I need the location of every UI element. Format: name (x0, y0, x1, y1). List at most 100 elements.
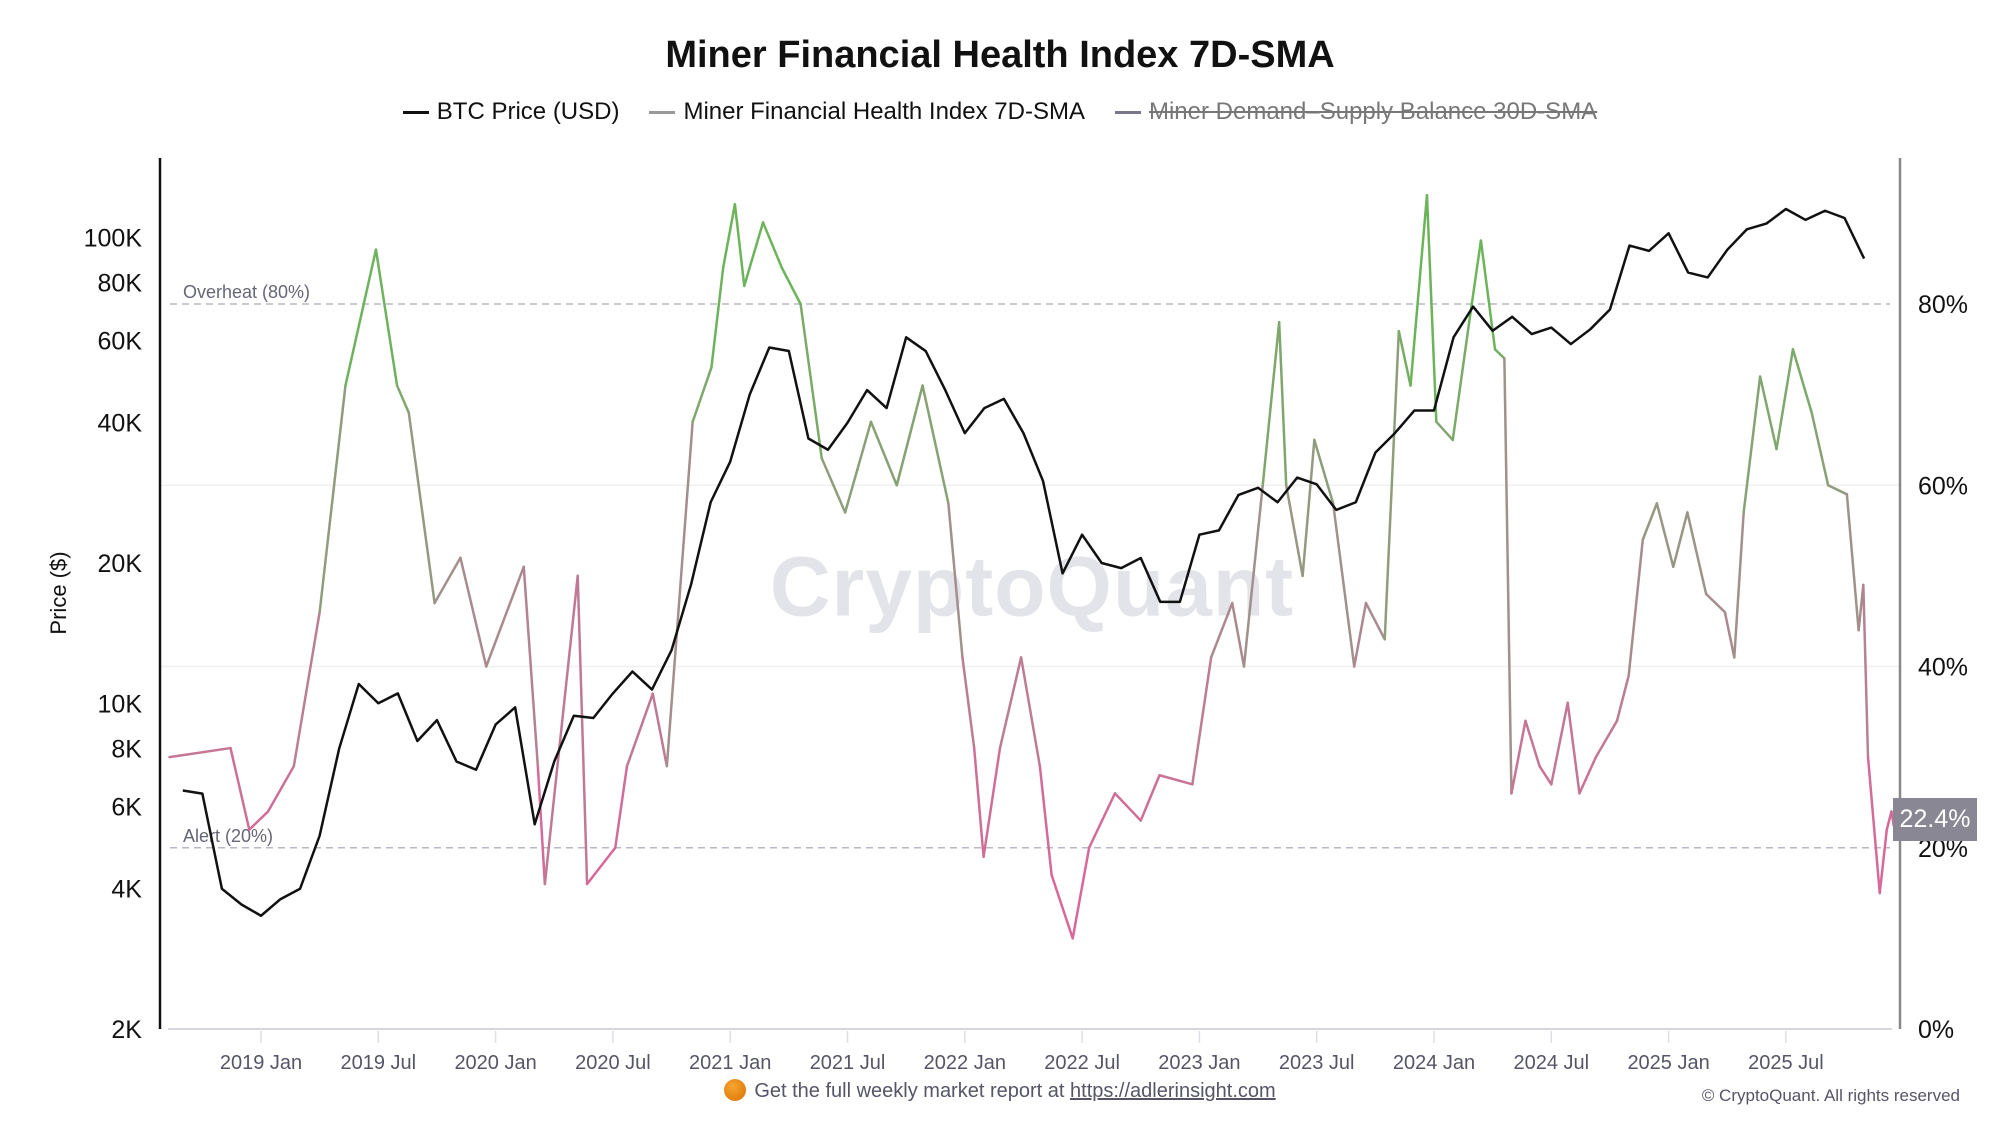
mfhi-segment (843, 420, 873, 514)
x-tick-label: 2022 Jul (1044, 1052, 1120, 1074)
footer-link[interactable]: https://adlerinsight.com (1070, 1080, 1276, 1102)
btc-price-line (182, 207, 1866, 917)
mfhi-segment (921, 384, 950, 505)
mfhi-segment (1862, 583, 1870, 759)
mfhi-segment (1845, 493, 1860, 632)
mfhi-segment (248, 810, 270, 831)
btc-series (182, 207, 1866, 917)
x-tick-label: 2019 Jul (340, 1052, 416, 1074)
x-tick-label: 2025 Jul (1748, 1052, 1824, 1074)
mfhi-segment (1866, 755, 1881, 895)
mfhi-segment (1479, 239, 1497, 351)
mfhi-segment (1038, 764, 1053, 877)
y-left-tick-label: 10K (98, 690, 143, 718)
legend-item-mfhi[interactable]: Miner Financial Health Index 7D-SMA (649, 98, 1085, 126)
mfhi-segment (576, 574, 589, 886)
mfhi-segment (1775, 348, 1795, 451)
footer-text: Get the full weekly market report at (754, 1080, 1065, 1102)
chart-title: Miner Financial Health Index 7D-SMA (665, 34, 1335, 76)
x-tick-label: 2024 Jul (1513, 1052, 1589, 1074)
y-left-tick-label: 80K (98, 269, 143, 297)
mfhi-segment (982, 746, 1002, 859)
mfhi-segment (395, 384, 411, 414)
mfhi-segment (1655, 502, 1675, 569)
mfhi-segment (318, 384, 347, 614)
mfhi-segment (585, 846, 617, 886)
mfhi-segment (1425, 194, 1438, 424)
mfhi-segment (691, 366, 713, 424)
mfhi-segment (651, 692, 669, 768)
x-tick-label: 2020 Jan (454, 1052, 536, 1074)
mfhi-segment (1885, 810, 1893, 831)
mfhi-series (168, 194, 1896, 940)
mfhi-segment (1493, 348, 1506, 360)
x-tick-label: 2021 Jan (689, 1052, 771, 1074)
mfhi-segment (1050, 873, 1074, 940)
mfhi-segment (266, 764, 296, 813)
y-left-tick-label: 2K (111, 1016, 142, 1044)
mfhi-segment (1261, 320, 1281, 487)
legend-item-demand-supply[interactable]: Miner Demand–Supply Balance 30D-SMA (1114, 98, 1597, 126)
mfhi-segment (799, 302, 823, 460)
mfhi-segment (407, 411, 436, 605)
y-right-tick-label: 60% (1918, 472, 1968, 500)
mfhi-segment (1503, 357, 1513, 795)
mfhi-segment (721, 203, 737, 269)
mfhi-segment (374, 248, 399, 387)
mfhi-segment (1723, 610, 1736, 659)
x-tick-label: 2020 Jul (575, 1052, 651, 1074)
x-tick-label: 2023 Jan (1158, 1052, 1240, 1074)
mfhi-segment (543, 574, 579, 886)
x-tick-label: 2021 Jul (810, 1052, 886, 1074)
mfhi-segment (1594, 719, 1619, 759)
y-left-tick-label: 4K (111, 876, 142, 904)
mfhi-segment (1810, 411, 1830, 487)
x-tick-label: 2024 Jan (1393, 1052, 1475, 1074)
x-tick-label: 2022 Jan (924, 1052, 1006, 1074)
x-tick-label: 2019 Jan (220, 1052, 302, 1074)
mfhi-segment (625, 692, 655, 768)
mfhi-segment (292, 610, 321, 768)
y-left-tick-label: 20K (98, 550, 143, 578)
mfhi-segment (998, 656, 1023, 750)
mfhi-segment (1397, 329, 1412, 387)
mfhi-segment (743, 221, 765, 288)
copyright: © CryptoQuant. All rights reserved (1701, 1086, 1960, 1105)
mfhi-segment (536, 764, 547, 886)
mfhi-segment (1550, 701, 1569, 786)
mfhi-segment (733, 203, 746, 288)
y-left-tick-label: 6K (111, 794, 142, 822)
mfhi-segment (1627, 538, 1645, 677)
y-right-tick-label: 80% (1918, 291, 1968, 319)
y-left-tick-label: 100K (84, 224, 143, 252)
mfhi-segment (1566, 701, 1581, 795)
y-left-tick-label: 40K (98, 410, 143, 438)
legend-item-btc-price[interactable]: BTC Price (USD) (402, 98, 620, 126)
mfhi-segment (1209, 601, 1234, 659)
footer: Get the full weekly market report at htt… (0, 1079, 2000, 1103)
mfhi-segment (459, 556, 488, 668)
mfhi-segment (433, 556, 462, 605)
overheat-label: Overheat (80%) (183, 282, 311, 302)
mfhi-segment (1733, 511, 1745, 659)
mfhi-segment (1139, 774, 1161, 822)
mfhi-segment (1113, 792, 1142, 822)
mfhi-segment (1301, 438, 1316, 578)
mfhi-segment (1383, 329, 1401, 641)
mfhi-segment (1704, 592, 1727, 614)
mfhi-segment (1191, 656, 1213, 786)
mfhi-segment (1158, 774, 1194, 786)
mfhi-segment (1686, 511, 1708, 596)
current-value-badge: 22.4% (1893, 798, 1977, 841)
mfhi-segment (780, 266, 802, 306)
mfhi-segment (1758, 375, 1778, 451)
x-tick-label: 2025 Jan (1627, 1052, 1709, 1074)
legend-swatch-demand-supply (1114, 110, 1141, 114)
mfhi-segment (1019, 656, 1042, 768)
mfhi-segment (761, 221, 784, 269)
mfhi-segment (1087, 792, 1117, 849)
mfhi-segment (1878, 828, 1889, 895)
mfhi-segment (869, 420, 899, 487)
mfhi-segment (1538, 764, 1553, 786)
legend-label: BTC Price (USD) (436, 98, 620, 125)
